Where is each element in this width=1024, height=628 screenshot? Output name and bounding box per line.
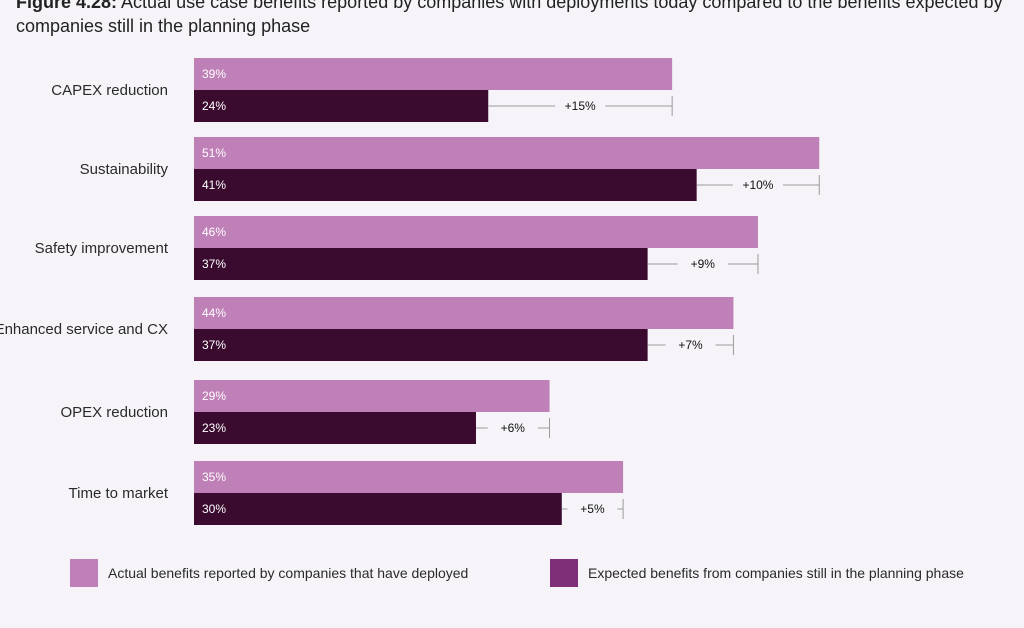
bar-label-expected: 23% [202, 421, 226, 435]
bar-label-actual: 35% [202, 470, 226, 484]
bar-actual [194, 58, 673, 90]
bar-actual [194, 380, 550, 412]
legend-label-expected: Expected benefits from companies still i… [588, 565, 964, 581]
bar-label-actual: 39% [202, 67, 226, 81]
bar-label-expected: 30% [202, 502, 226, 516]
figure-label: Figure 4.28: [16, 0, 118, 12]
legend-swatch-actual [70, 559, 98, 587]
diff-label: +7% [678, 338, 703, 352]
bar-expected [194, 90, 489, 122]
bar-expected [194, 169, 697, 201]
legend-swatch-expected [550, 559, 578, 587]
bar-label-actual: 46% [202, 225, 226, 239]
bar-label-expected: 41% [202, 178, 226, 192]
bar-label-actual: 29% [202, 389, 226, 403]
bar-actual [194, 137, 820, 169]
category-label: Time to market [69, 485, 169, 502]
bar-label-expected: 37% [202, 338, 226, 352]
chart-title: Actual use case benefits reported by com… [16, 0, 1003, 36]
bar-expected [194, 493, 562, 525]
legend-label-actual: Actual benefits reported by companies th… [108, 565, 469, 581]
bar-expected [194, 329, 648, 361]
legend: Actual benefits reported by companies th… [70, 559, 1010, 589]
category-label: OPEX reduction [60, 404, 168, 421]
diff-label: +9% [691, 257, 716, 271]
bar-actual [194, 297, 734, 329]
bar-expected [194, 412, 476, 444]
diff-label: +15% [565, 99, 596, 113]
chart-title-block: Figure 4.28: Actual use case benefits re… [16, 0, 1016, 38]
bar-actual [194, 461, 624, 493]
bar-label-actual: 51% [202, 146, 226, 160]
bar-label-expected: 37% [202, 257, 226, 271]
category-label: Safety improvement [35, 240, 169, 257]
bar-label-actual: 44% [202, 306, 226, 320]
bar-expected [194, 248, 648, 280]
diff-label: +6% [501, 421, 526, 435]
legend-item-expected: Expected benefits from companies still i… [550, 559, 964, 587]
diff-label: +10% [742, 178, 773, 192]
legend-item-actual: Actual benefits reported by companies th… [70, 559, 468, 587]
category-label: CAPEX reduction [51, 82, 168, 99]
diff-label: +5% [580, 502, 605, 516]
bar-label-expected: 24% [202, 99, 226, 113]
bar-actual [194, 216, 758, 248]
bar-chart: CAPEX reduction 39% 24% +15% Sustainability 5… [0, 58, 820, 525]
category-label: Sustainability [80, 161, 169, 178]
category-label: Enhanced service and CX [0, 321, 168, 338]
